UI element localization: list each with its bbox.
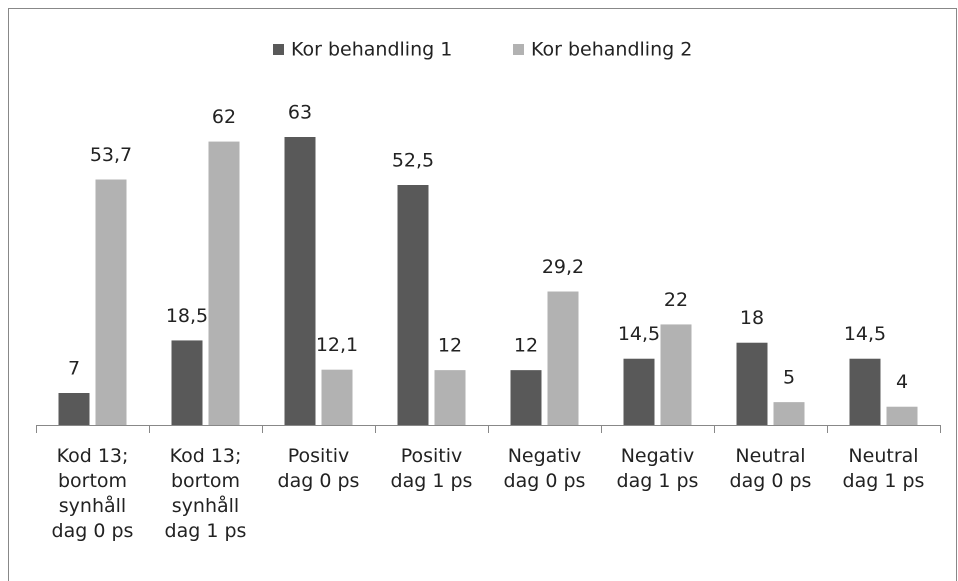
data-label: 12,1 [316,334,358,356]
data-label: 14,5 [844,323,886,345]
data-label: 5 [783,367,795,389]
bar [58,393,90,425]
data-label: 18,5 [166,305,208,327]
legend-swatch [273,44,284,55]
x-tick-label: Negativ dag 0 ps [503,445,586,492]
data-label: 4 [896,371,908,393]
data-label: 29,2 [542,256,584,278]
bar [208,141,240,426]
bar [623,358,655,425]
bar [171,340,203,425]
bar [736,342,768,425]
data-label: 63 [288,102,312,124]
data-label: 22 [664,289,688,311]
bar [284,137,316,425]
x-tick-label: Kod 13; bortom synhåll dag 0 ps [51,445,134,542]
data-label: 52,5 [392,150,434,172]
bar [773,402,805,425]
x-tick-label: Positiv dag 1 ps [390,445,473,492]
legend-label: Kor behandling 2 [531,39,692,61]
data-label: 53,7 [90,144,132,166]
data-label: 7 [68,358,80,380]
bar [660,324,692,425]
data-label: 62 [212,106,236,128]
legend-label: Kor behandling 1 [291,39,452,61]
chart-border [8,8,957,581]
data-label: 12 [514,335,538,357]
data-label: 14,5 [618,323,660,345]
x-tick-label: Kod 13; bortom synhåll dag 1 ps [164,445,247,542]
bar [95,179,127,425]
bar [547,291,579,425]
data-label: 12 [438,335,462,357]
x-tick-label: Positiv dag 0 ps [277,445,360,492]
bar [321,369,353,425]
bar [434,370,466,425]
legend-swatch [513,44,524,55]
data-label: 18 [740,307,764,329]
bar [397,185,429,425]
bar [849,358,881,425]
x-tick-label: Negativ dag 1 ps [616,445,699,492]
x-tick-label: Neutral dag 0 ps [729,445,812,492]
bar [886,406,918,425]
bar [510,370,542,425]
x-tick-label: Neutral dag 1 ps [842,445,925,492]
